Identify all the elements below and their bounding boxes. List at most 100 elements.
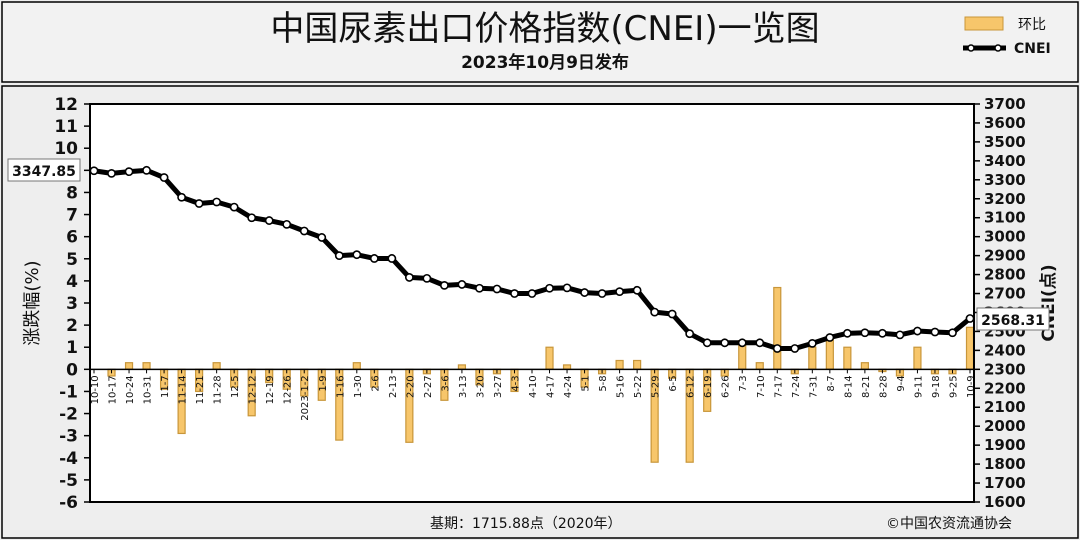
cnei-point — [457, 280, 467, 289]
x-tick-label: 8-21 — [861, 375, 872, 398]
cnei-point — [790, 344, 800, 353]
x-tick-label: 7-10 — [756, 375, 767, 398]
x-tick-label: 9-11 — [913, 375, 924, 398]
left-tick-label: 0 — [66, 360, 78, 380]
cnei-point — [404, 273, 414, 282]
cnei-point — [930, 327, 940, 337]
left-tick-label: 3 — [66, 294, 78, 314]
cnei-point — [107, 168, 116, 178]
right-tick-label: 2000 — [984, 417, 1026, 435]
end-value-label: 2568.31 — [981, 313, 1045, 329]
x-tick-label: 11-7 — [160, 375, 171, 398]
bar — [615, 359, 624, 370]
bar — [142, 362, 151, 370]
x-tick-label: 5-1 — [581, 375, 592, 391]
cnei-point — [124, 167, 134, 177]
x-tick-label: 6-5 — [668, 375, 679, 391]
cnei-point — [685, 329, 695, 339]
bar — [773, 286, 782, 370]
right-tick-label: 1700 — [984, 474, 1026, 492]
x-tick-label: 3-20 — [475, 375, 486, 398]
right-tick-label: 2200 — [984, 379, 1026, 397]
cnei-point — [545, 283, 554, 293]
x-tick-label: 10-24 — [125, 375, 136, 404]
cnei-point — [422, 273, 432, 283]
right-tick-label: 2800 — [984, 266, 1026, 284]
legend-bar-label: 环比 — [1018, 17, 1046, 33]
bar — [808, 346, 817, 370]
x-tick-label: 1-16 — [335, 375, 346, 398]
x-tick-label: 3-27 — [493, 375, 504, 398]
x-tick-label: 9-25 — [948, 375, 959, 398]
cnei-point — [667, 309, 677, 319]
bar — [843, 346, 852, 370]
x-tick-label: 2-20 — [405, 375, 416, 398]
cnei-point — [948, 328, 957, 338]
x-tick-label: 8-28 — [878, 375, 889, 398]
x-tick-label: 10-31 — [143, 375, 154, 404]
right-tick-label: 3000 — [984, 228, 1026, 246]
cnei-point — [229, 202, 239, 212]
x-tick-label: 10-10 — [90, 375, 101, 404]
x-tick-label: 10-17 — [108, 375, 119, 404]
x-tick-label: 4-10 — [528, 375, 539, 398]
cnei-point — [299, 226, 309, 236]
bar — [352, 362, 361, 370]
x-tick-label: 1-9 — [318, 375, 329, 391]
cnei-point — [597, 289, 607, 298]
left-tick-label: 6 — [66, 228, 78, 248]
bar — [825, 337, 834, 370]
chart-title: 中国尿素出口价格指数(CNEI)一览图 — [270, 9, 819, 49]
x-tick-label: 12-5 — [230, 375, 241, 398]
right-tick-label: 1900 — [984, 436, 1026, 454]
right-tick-label: 1600 — [984, 493, 1026, 511]
left-tick-label: 2 — [66, 316, 78, 336]
cnei-point — [317, 233, 327, 242]
left-tick-label: 5 — [66, 250, 78, 270]
cnei-point — [755, 338, 765, 348]
bar — [860, 362, 869, 370]
start-value-box — [7, 158, 81, 182]
cnei-point — [369, 254, 379, 263]
left-tick-label: 10 — [54, 139, 78, 159]
right-axis: 3700360035003400330032003100300029002800… — [974, 95, 1026, 511]
x-tick-label: 8-7 — [826, 375, 837, 391]
bar — [913, 346, 922, 370]
x-tick-label: 11-28 — [213, 375, 224, 404]
left-tick-label: 1 — [66, 338, 78, 358]
x-tick-label: 11-21 — [195, 375, 206, 404]
x-tick-label: 7-3 — [738, 375, 749, 391]
bar — [212, 362, 221, 370]
x-tick-label: 6-26 — [721, 375, 732, 398]
x-tick-label: 7-24 — [791, 375, 802, 398]
cnei-point — [159, 173, 169, 182]
cnei-point — [352, 250, 362, 260]
x-tick-label: 7-31 — [808, 375, 819, 398]
cnei-point — [895, 330, 905, 340]
bar — [755, 362, 764, 370]
plot-border — [89, 103, 975, 503]
x-tick-label: 2-13 — [388, 375, 399, 398]
cnei-point — [807, 338, 817, 348]
x-tick-label: 5-29 — [651, 375, 662, 398]
cnei-point — [842, 328, 852, 338]
cnei-point — [264, 216, 274, 225]
cnei-point — [702, 338, 712, 348]
x-tick-label: 6-12 — [686, 375, 697, 398]
cnei-point — [510, 289, 519, 298]
x-tick-label: 2023-1-2 — [300, 375, 311, 420]
cnei-point — [580, 288, 589, 297]
left-axis: 1211109876543210-1-2-3-4-5-6 — [54, 95, 90, 513]
legend: 环比 CNEI — [963, 16, 1051, 57]
left-tick-label: -1 — [59, 382, 78, 402]
x-tick-label: 10-9 — [966, 375, 977, 398]
legend-line-label: CNEI — [1014, 41, 1051, 57]
cnei-point — [89, 166, 99, 176]
x-tick-label: 12-12 — [248, 375, 259, 404]
copyright-note: ©中国农资流通协会 — [886, 516, 1012, 532]
cnei-point — [878, 328, 887, 338]
cnei-point — [772, 344, 782, 353]
x-tick-label: 6-19 — [703, 375, 714, 398]
right-tick-label: 2100 — [984, 398, 1026, 416]
chart-subtitle: 2023年10月9日发布 — [461, 52, 629, 73]
